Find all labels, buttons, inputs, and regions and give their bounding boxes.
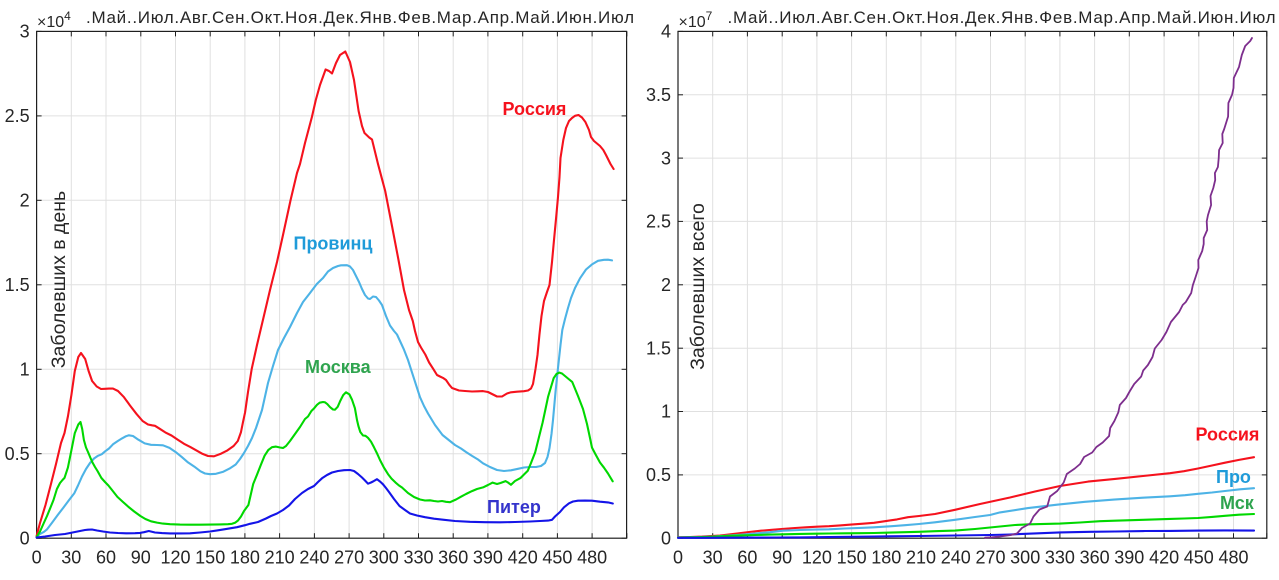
svg-text:180: 180 [230, 547, 260, 567]
svg-text:×104: ×104 [37, 9, 71, 31]
svg-text:450: 450 [1184, 547, 1214, 567]
svg-text:420: 420 [1149, 547, 1179, 567]
svg-text:270: 270 [975, 547, 1005, 567]
svg-text:1: 1 [661, 402, 671, 422]
svg-text:30: 30 [703, 547, 723, 567]
svg-text:180: 180 [871, 547, 901, 567]
svg-text:390: 390 [473, 547, 503, 567]
svg-text:90: 90 [772, 547, 792, 567]
svg-text:210: 210 [906, 547, 936, 567]
svg-text:300: 300 [369, 547, 399, 567]
svg-text:120: 120 [160, 547, 190, 567]
svg-text:360: 360 [1080, 547, 1110, 567]
svg-text:1.5: 1.5 [646, 338, 671, 358]
svg-text:2.5: 2.5 [646, 212, 671, 232]
svg-text:2: 2 [20, 191, 30, 211]
svg-text:Заболевших всего: Заболевших всего [687, 203, 709, 370]
svg-text:Россия: Россия [503, 99, 567, 119]
svg-text:1: 1 [20, 360, 30, 380]
svg-text:210: 210 [265, 547, 295, 567]
svg-text:Москва: Москва [305, 357, 372, 377]
svg-text:1.5: 1.5 [5, 275, 30, 295]
svg-text:0: 0 [32, 547, 42, 567]
svg-text:480: 480 [1218, 547, 1248, 567]
svg-text:Про: Про [1216, 467, 1251, 487]
svg-text:480: 480 [577, 547, 607, 567]
svg-text:Заболевших в день: Заболевших в день [48, 191, 70, 368]
svg-text:150: 150 [195, 547, 225, 567]
svg-text:0: 0 [661, 528, 671, 548]
svg-text:×107: ×107 [679, 9, 713, 31]
svg-text:390: 390 [1114, 547, 1144, 567]
svg-text:4: 4 [661, 22, 671, 42]
svg-text:330: 330 [403, 547, 433, 567]
svg-text:Питер: Питер [487, 497, 541, 517]
svg-text:3.5: 3.5 [646, 85, 671, 105]
svg-text:450: 450 [542, 547, 572, 567]
svg-text:Провинц: Провинц [294, 234, 373, 254]
svg-text:2: 2 [661, 275, 671, 295]
svg-text:30: 30 [61, 547, 81, 567]
svg-text:0.5: 0.5 [5, 444, 30, 464]
svg-text:300: 300 [1010, 547, 1040, 567]
svg-text:0: 0 [20, 528, 30, 548]
svg-text:.Май..Июл.Авг.Сен.Окт.Ноя.Дек.: .Май..Июл.Авг.Сен.Окт.Ноя.Дек.Янв.Фев.Ма… [728, 8, 1276, 27]
svg-text:.Май..Июл.Авг.Сен.Окт.Ноя.Дек.: .Май..Июл.Авг.Сен.Окт.Ноя.Дек.Янв.Фев.Ма… [86, 8, 634, 27]
svg-text:3: 3 [20, 22, 30, 42]
svg-text:240: 240 [941, 547, 971, 567]
svg-text:240: 240 [299, 547, 329, 567]
svg-text:Россия: Россия [1196, 425, 1260, 445]
svg-text:60: 60 [737, 547, 757, 567]
svg-text:Мск: Мск [1220, 493, 1255, 513]
svg-text:90: 90 [131, 547, 151, 567]
svg-text:360: 360 [438, 547, 468, 567]
svg-text:330: 330 [1045, 547, 1075, 567]
svg-text:2.5: 2.5 [5, 106, 30, 126]
svg-text:120: 120 [802, 547, 832, 567]
svg-text:3: 3 [661, 148, 671, 168]
svg-text:0: 0 [673, 547, 683, 567]
svg-text:150: 150 [837, 547, 867, 567]
svg-text:0.5: 0.5 [646, 465, 671, 485]
svg-text:270: 270 [334, 547, 364, 567]
svg-text:60: 60 [96, 547, 116, 567]
svg-text:420: 420 [508, 547, 538, 567]
